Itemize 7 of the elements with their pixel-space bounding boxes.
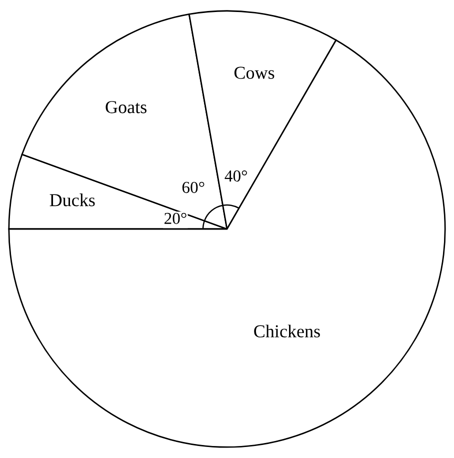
data-label: 20°	[164, 212, 186, 224]
slice-label: Chickens	[254, 324, 320, 338]
slice-label: Cows	[234, 66, 274, 79]
data-label: 60°	[182, 182, 204, 194]
slice-label: Ducks	[50, 194, 95, 206]
data-label: 40°	[224, 170, 247, 182]
slice-label: Goats	[106, 101, 146, 114]
